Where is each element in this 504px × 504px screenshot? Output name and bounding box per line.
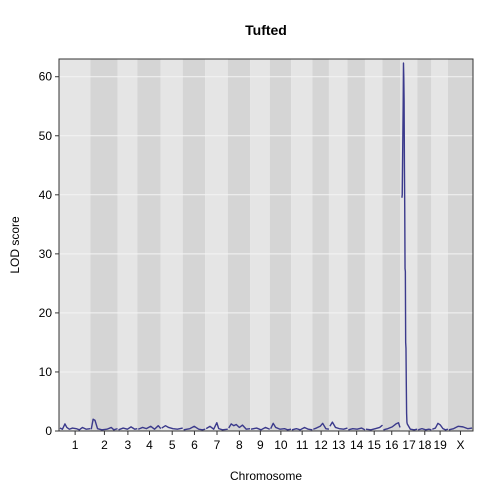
chromosome-band-6 <box>182 59 206 431</box>
x-tick-label-19: 19 <box>433 438 447 452</box>
chromosome-band-3 <box>117 59 138 431</box>
x-tick-label-10: 10 <box>274 438 288 452</box>
chromosome-band-10 <box>269 59 292 431</box>
chromosome-band-13 <box>328 59 348 431</box>
x-tick-label-15: 15 <box>368 438 382 452</box>
lod-line-chr-9 <box>250 426 271 431</box>
chromosome-band-7 <box>205 59 228 431</box>
lod-line-chr-11 <box>291 426 313 431</box>
lod-line-chr-17 <box>401 62 418 431</box>
x-tick-label-3: 3 <box>125 438 132 452</box>
x-tick-label-6: 6 <box>191 438 198 452</box>
x-tick-label-13: 13 <box>332 438 346 452</box>
lod-line-chr-1 <box>59 423 91 431</box>
x-tick-label-17: 17 <box>402 438 416 452</box>
lod-line-chr-12 <box>313 422 330 430</box>
y-tick-label-30: 30 <box>39 247 53 261</box>
x-tick-label-1: 1 <box>72 438 79 452</box>
chromosome-band-9 <box>250 59 270 431</box>
lod-line-chr-18 <box>417 427 432 431</box>
lod-line-chr-13 <box>329 421 348 430</box>
x-tick-label-11: 11 <box>296 438 309 452</box>
chromosome-band-11 <box>291 59 313 431</box>
x-tick-label-8: 8 <box>236 438 243 452</box>
lod-line-chr-4 <box>137 424 162 430</box>
lod-line-chr-8 <box>228 423 251 430</box>
lod-line-chr-6 <box>183 425 206 431</box>
x-axis-label: Chromosome <box>230 469 302 483</box>
x-tick-label-7: 7 <box>214 438 221 452</box>
y-tick-label-50: 50 <box>39 129 53 143</box>
lod-line-chr-16 <box>383 422 401 431</box>
x-tick-label-12: 12 <box>314 438 328 452</box>
lod-curve <box>59 62 473 431</box>
y-tick-label-0: 0 <box>45 424 52 438</box>
y-tick-label-20: 20 <box>39 306 53 320</box>
x-tick-label-18: 18 <box>418 438 432 452</box>
lod-line-chr-5 <box>161 424 183 430</box>
x-tick-label-4: 4 <box>146 438 153 452</box>
y-tick-label-10: 10 <box>39 365 53 379</box>
x-tick-label-16: 16 <box>385 438 399 452</box>
x-tick-label-14: 14 <box>350 438 364 452</box>
lod-line-chr-2 <box>90 418 118 431</box>
plot-frame <box>58 58 474 432</box>
lod-line-chr-15 <box>365 424 383 431</box>
lod-line-chr-7 <box>205 422 228 431</box>
chromosome-band-2 <box>90 59 118 431</box>
x-tick-label-9: 9 <box>257 438 264 452</box>
lod-line-chr-X <box>448 425 473 431</box>
chromosome-band-4 <box>137 59 161 431</box>
chromosome-band-18 <box>417 59 432 431</box>
chromosome-band-1 <box>59 59 91 431</box>
chromosome-band-14 <box>347 59 365 431</box>
chromosome-band-8 <box>227 59 251 431</box>
lod-line-chr-10 <box>270 422 292 431</box>
y-tick-label-40: 40 <box>39 188 53 202</box>
chromosome-band-19 <box>431 59 448 431</box>
lod-line-chr-14 <box>348 427 366 431</box>
chart-title: Tufted <box>245 22 287 38</box>
x-tick-label-5: 5 <box>169 438 176 452</box>
y-axis-ticks: 0 10 20 30 40 50 60 <box>39 70 59 438</box>
x-tick-label-2: 2 <box>101 438 108 452</box>
lod-line-chr-3 <box>118 426 138 431</box>
lod-line-chr-19 <box>432 422 449 431</box>
chromosome-bands <box>59 59 473 431</box>
chromosome-band-16 <box>382 59 401 431</box>
x-axis-ticks: 1 2 3 4 5 6 7 8 9 10 11 12 13 14 15 16 17 18 19 X <box>72 431 464 452</box>
chromosome-band-12 <box>312 59 329 431</box>
chromosome-band-X <box>447 59 473 431</box>
y-tick-label-60: 60 <box>39 70 53 84</box>
y-axis-label: LOD score <box>8 216 22 274</box>
chromosome-band-5 <box>160 59 183 431</box>
x-tick-label-X: X <box>456 438 464 452</box>
chromosome-band-15 <box>364 59 383 431</box>
